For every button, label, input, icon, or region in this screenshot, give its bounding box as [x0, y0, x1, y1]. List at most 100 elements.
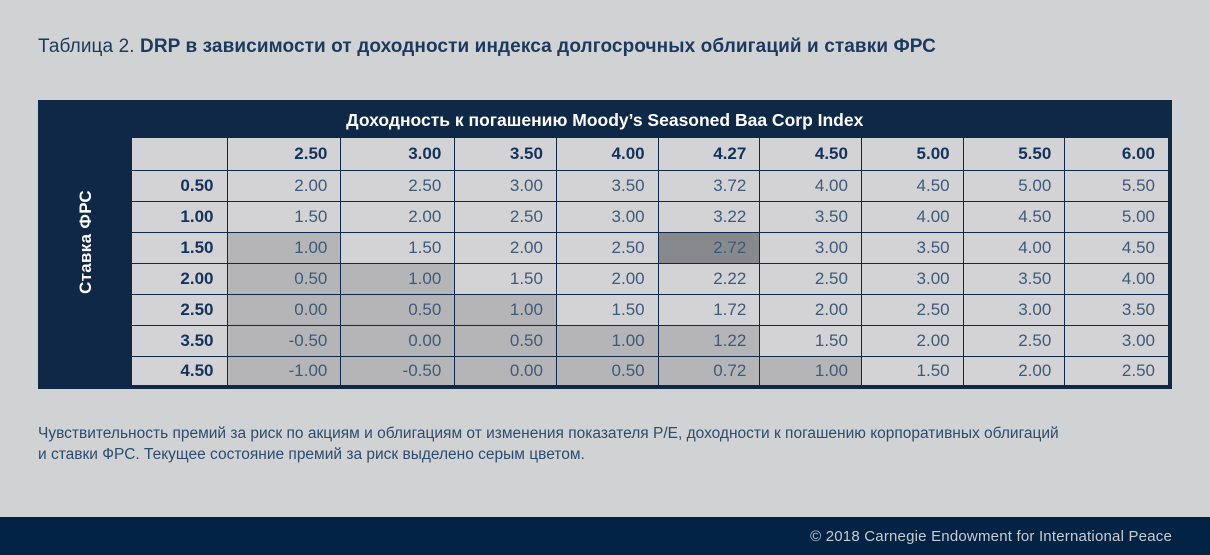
row-header: 2.50 — [130, 293, 228, 326]
value-cell: 2.50 — [759, 262, 862, 295]
value-cell: 2.22 — [657, 262, 761, 295]
table-caption: Чувствительность премий за риск по акция… — [38, 423, 1178, 465]
table-row: 2.50 0.00 0.50 1.00 1.50 1.72 2.00 2.50 3.00 3.50 — [40, 293, 1171, 326]
footer-bar: © 2018 Carnegie Endowment for Internatio… — [0, 517, 1210, 555]
value-cell: 3.00 — [962, 293, 1066, 326]
value-cell: 4.50 — [962, 200, 1066, 233]
drp-table: Ставка ФРС Доходность к погашению Moody’… — [38, 100, 1172, 389]
drp-table-container: Ставка ФРС Доходность к погашению Moody’… — [38, 100, 1172, 389]
column-header: 3.00 — [340, 136, 456, 171]
value-cell: 0.72 — [657, 355, 761, 388]
value-cell: 2.50 — [340, 169, 456, 202]
table-row: 4.50 -1.00 -0.50 0.00 0.50 0.72 1.00 1.50 2.00 2.… — [40, 355, 1171, 388]
column-header: 4.27 — [657, 136, 761, 171]
value-cell: 3.00 — [555, 200, 659, 233]
table-number-label: Таблица 2. — [38, 36, 141, 57]
table-row: 0.50 2.00 2.50 3.00 3.50 3.72 4.00 4.50 5.00 5.50 — [40, 169, 1171, 202]
value-cell: 2.50 — [454, 200, 557, 233]
value-cell: 0.50 — [555, 355, 659, 388]
current-state-cell: 2.72 — [657, 231, 761, 264]
value-cell: 4.50 — [860, 169, 964, 202]
value-cell: 0.00 — [454, 355, 557, 388]
value-cell: 1.22 — [657, 324, 761, 357]
value-cell: 0.50 — [454, 324, 557, 357]
row-header: 4.50 — [130, 355, 228, 388]
column-header: 2.50 — [226, 136, 342, 171]
value-cell: 3.00 — [1064, 324, 1171, 357]
value-cell: 1.50 — [340, 231, 456, 264]
copyright-text: © 2018 Carnegie Endowment for Internatio… — [810, 527, 1172, 545]
value-cell: 1.00 — [555, 324, 659, 357]
value-cell: 0.00 — [226, 293, 342, 326]
table-row: 2.00 0.50 1.00 1.50 2.00 2.22 2.50 3.00 3.50 4.00 — [40, 262, 1171, 295]
value-cell: 1.00 — [759, 355, 862, 388]
value-cell: -0.50 — [340, 355, 456, 388]
value-cell: -0.50 — [226, 324, 342, 357]
value-cell: 3.50 — [555, 169, 659, 202]
column-header: 4.00 — [555, 136, 659, 171]
value-cell: 0.50 — [226, 262, 342, 295]
value-cell: 4.00 — [860, 200, 964, 233]
column-header-row: 2.50 3.00 3.50 4.00 4.27 4.50 5.00 5.50 6.00 — [40, 136, 1171, 171]
value-cell: 4.00 — [759, 169, 862, 202]
table-row: 3.50 -0.50 0.00 0.50 1.00 1.22 1.50 2.00 2.50 3.0… — [40, 324, 1171, 357]
value-cell: 2.00 — [340, 200, 456, 233]
row-header: 1.50 — [130, 231, 228, 264]
value-cell: 2.50 — [860, 293, 964, 326]
value-cell: 2.50 — [962, 324, 1066, 357]
column-axis-title: Доходность к погашению Moody’s Seasoned … — [130, 101, 1171, 138]
value-cell: 3.50 — [962, 262, 1066, 295]
column-header: 3.50 — [454, 136, 557, 171]
table-row: 1.50 1.00 1.50 2.00 2.50 2.72 3.00 3.50 4.00 4.50 — [40, 231, 1171, 264]
value-cell: 3.00 — [860, 262, 964, 295]
page-title: Таблица 2. DRP в зависимости от доходнос… — [38, 36, 936, 58]
value-cell: 5.50 — [1064, 169, 1171, 202]
column-header: 5.00 — [860, 136, 964, 171]
value-cell: 0.00 — [340, 324, 456, 357]
table-row: 1.00 1.50 2.00 2.50 3.00 3.22 3.50 4.00 4.50 5.00 — [40, 200, 1171, 233]
value-cell: -1.00 — [226, 355, 342, 388]
value-cell: 2.00 — [759, 293, 862, 326]
value-cell: 5.00 — [962, 169, 1066, 202]
value-cell: 1.50 — [860, 355, 964, 388]
value-cell: 2.50 — [1064, 355, 1171, 388]
value-cell: 1.72 — [657, 293, 761, 326]
caption-line-1: Чувствительность премий за риск по акция… — [38, 425, 1059, 442]
value-cell: 3.50 — [860, 231, 964, 264]
column-header: 5.50 — [962, 136, 1066, 171]
value-cell: 2.00 — [226, 169, 342, 202]
value-cell: 2.50 — [555, 231, 659, 264]
column-header: 6.00 — [1064, 136, 1171, 171]
value-cell: 0.50 — [340, 293, 456, 326]
value-cell: 2.00 — [555, 262, 659, 295]
value-cell: 3.50 — [1064, 293, 1171, 326]
value-cell: 3.50 — [759, 200, 862, 233]
value-cell: 2.00 — [860, 324, 964, 357]
caption-line-2: и ставки ФРС. Текущее состояние премий з… — [38, 446, 585, 463]
value-cell: 3.72 — [657, 169, 761, 202]
value-cell: 3.00 — [759, 231, 862, 264]
row-axis-title: Ставка ФРС — [76, 190, 96, 294]
value-cell: 1.50 — [226, 200, 342, 233]
column-axis-title-row: Ставка ФРС Доходность к погашению Moody’… — [39, 101, 1171, 388]
table-title-text: DRP в зависимости от доходности индекса … — [140, 36, 936, 57]
row-header: 3.50 — [130, 324, 228, 357]
row-axis-title-cell: Ставка ФРС — [39, 101, 132, 388]
row-header: 1.00 — [130, 200, 228, 233]
value-cell: 5.00 — [1064, 200, 1171, 233]
corner-cell — [130, 136, 228, 171]
value-cell: 4.00 — [1064, 262, 1171, 295]
value-cell: 1.00 — [454, 293, 557, 326]
value-cell: 2.00 — [962, 355, 1066, 388]
value-cell: 1.50 — [555, 293, 659, 326]
value-cell: 4.50 — [1064, 231, 1171, 264]
value-cell: 1.50 — [454, 262, 557, 295]
value-cell: 1.50 — [759, 324, 862, 357]
value-cell: 3.00 — [454, 169, 557, 202]
value-cell: 3.22 — [657, 200, 761, 233]
value-cell: 2.00 — [454, 231, 557, 264]
row-header: 0.50 — [130, 169, 228, 202]
column-header: 4.50 — [759, 136, 862, 171]
row-header: 2.00 — [130, 262, 228, 295]
value-cell: 1.00 — [226, 231, 342, 264]
